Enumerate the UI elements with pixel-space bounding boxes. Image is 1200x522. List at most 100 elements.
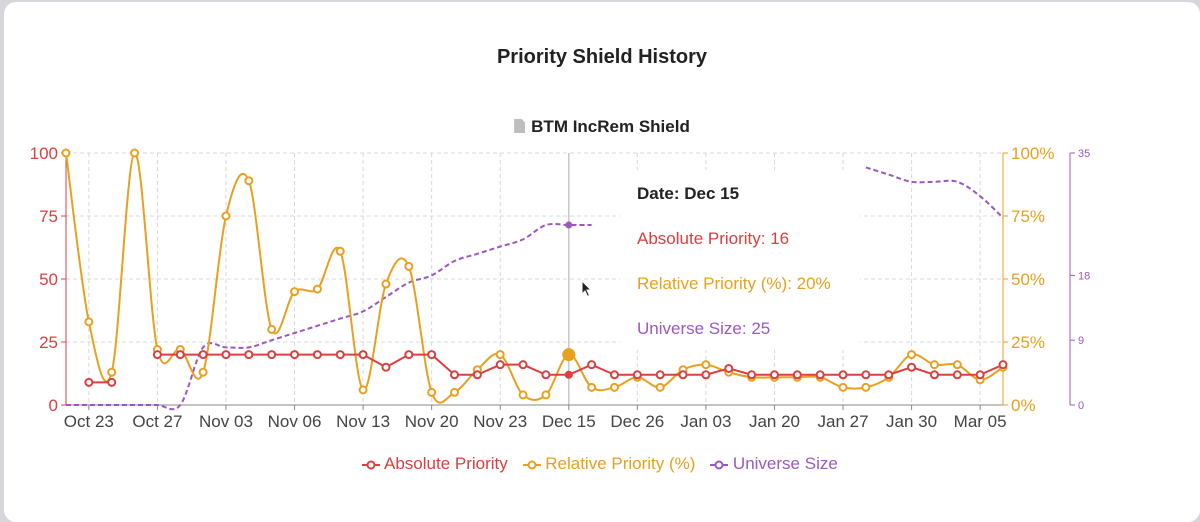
point-absolute — [267, 350, 277, 360]
point-relative — [84, 317, 94, 327]
point-absolute — [792, 370, 802, 380]
tooltip-relative-priority: Relative Priority (%): 20% — [637, 274, 831, 293]
point-relative — [518, 390, 528, 400]
legend-item-relative[interactable]: Relative Priority (%) — [522, 454, 696, 474]
point-relative — [495, 350, 505, 360]
legend-label-relative: Relative Priority (%) — [545, 454, 696, 473]
point-absolute — [107, 377, 117, 387]
y-left-tick-label: 50 — [39, 270, 58, 289]
x-tick-label: Jan 20 — [749, 412, 800, 431]
x-tick-label: Oct 23 — [64, 412, 114, 431]
y-right-universe-tick-label: 35 — [1078, 148, 1090, 160]
point-relative — [221, 211, 231, 221]
point-absolute — [244, 350, 254, 360]
y-left-tick-label: 0 — [49, 396, 58, 415]
point-relative — [404, 261, 414, 271]
x-tick-label: Dec 26 — [610, 412, 664, 431]
point-absolute — [998, 360, 1008, 370]
x-tick-label: Mar 05 — [954, 412, 1007, 431]
point-relative — [861, 382, 871, 392]
point-absolute — [472, 370, 482, 380]
point-relative — [358, 385, 368, 395]
point-relative-active — [562, 348, 576, 362]
legend-item-universe[interactable]: Universe Size — [710, 454, 838, 474]
point-relative — [61, 148, 71, 158]
series-line-relative — [65, 151, 1004, 404]
page-title: Priority Shield History — [496, 46, 708, 68]
point-absolute — [427, 350, 437, 360]
y-right-percent-tick-label: 75% — [1011, 207, 1045, 226]
tooltip-universe-size: Universe Size: 25 — [637, 319, 771, 338]
y-right-percent-tick-label: 0% — [1011, 396, 1036, 415]
point-absolute — [450, 370, 460, 380]
point-absolute — [724, 363, 734, 373]
y-right-universe-tick-label: 0 — [1078, 400, 1084, 412]
point-absolute — [290, 350, 300, 360]
x-tick-label: Nov 06 — [268, 412, 322, 431]
legend-marker-universe — [710, 460, 729, 470]
point-relative — [929, 360, 939, 370]
x-tick-label: Jan 27 — [818, 412, 869, 431]
point-relative — [335, 246, 345, 256]
point-relative — [107, 367, 117, 377]
point-relative — [701, 360, 711, 370]
point-absolute — [335, 350, 345, 360]
y-left-tick-label: 75 — [39, 207, 58, 226]
legend-marker-relative — [522, 460, 541, 470]
x-tick-label: Nov 23 — [473, 412, 527, 431]
point-absolute — [975, 370, 985, 380]
point-absolute — [609, 370, 619, 380]
x-tick-label: Nov 03 — [199, 412, 253, 431]
y-left-tick-label: 25 — [39, 333, 58, 352]
y-right-universe-tick-label: 18 — [1078, 270, 1090, 282]
y-right-universe-tick-label: 9 — [1078, 335, 1084, 347]
x-tick-label: Jan 03 — [680, 412, 731, 431]
x-tick-label: Oct 27 — [132, 412, 182, 431]
point-absolute — [198, 350, 208, 360]
point-relative — [587, 382, 597, 392]
chart-tooltip: Date: Dec 15 Absolute Priority: 16 Relat… — [620, 170, 860, 350]
point-absolute — [381, 362, 391, 372]
legend-marker-absolute — [362, 460, 381, 470]
point-absolute — [838, 370, 848, 380]
x-tick-label: Nov 13 — [336, 412, 390, 431]
point-relative — [290, 287, 300, 297]
point-absolute — [861, 370, 871, 380]
y-left-tick-label: 100 — [30, 144, 58, 163]
point-absolute — [701, 370, 711, 380]
point-absolute — [541, 370, 551, 380]
legend-item-absolute[interactable]: Absolute Priority — [362, 454, 508, 474]
point-relative — [312, 284, 322, 294]
point-absolute — [952, 370, 962, 380]
point-absolute — [769, 370, 779, 380]
y-right-percent-tick-label: 50% — [1011, 270, 1045, 289]
point-relative — [450, 387, 460, 397]
point-relative — [907, 350, 917, 360]
point-absolute — [907, 362, 917, 372]
point-absolute — [312, 350, 322, 360]
legend-label-absolute: Absolute Priority — [384, 454, 508, 473]
mouse-pointer-icon — [581, 279, 593, 303]
point-universe-active — [565, 221, 573, 229]
point-relative — [427, 387, 437, 397]
series-line-universe — [66, 222, 592, 411]
chart-title: BTM IncRem Shield — [531, 117, 690, 136]
point-relative — [541, 390, 551, 400]
point-relative — [655, 382, 665, 392]
point-relative — [381, 279, 391, 289]
point-absolute — [678, 370, 688, 380]
point-relative — [267, 324, 277, 334]
point-absolute — [84, 377, 94, 387]
point-absolute — [929, 370, 939, 380]
point-absolute — [655, 370, 665, 380]
chart-title-row: BTM IncRem Shield — [4, 117, 1200, 137]
point-absolute — [152, 350, 162, 360]
legend-label-universe: Universe Size — [732, 454, 838, 473]
point-relative — [838, 382, 848, 392]
point-absolute — [495, 360, 505, 370]
point-relative — [130, 148, 140, 158]
y-right-percent-tick-label: 100% — [1011, 144, 1054, 163]
point-absolute — [632, 370, 642, 380]
point-absolute — [404, 350, 414, 360]
